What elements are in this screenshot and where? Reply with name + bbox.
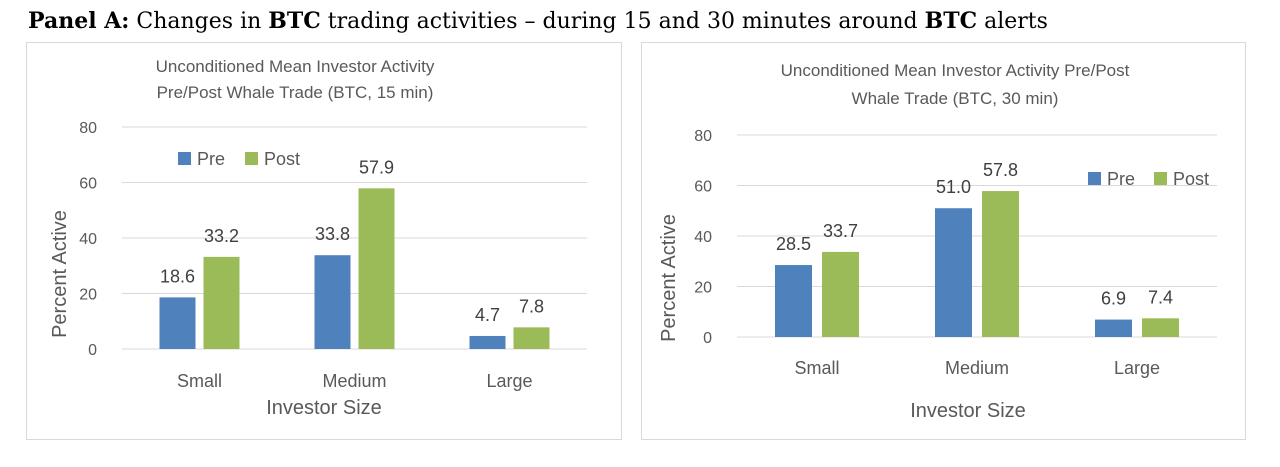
chart-title-line-1: Unconditioned Mean Investor Activity [156, 57, 435, 76]
chart-30min-svg: Unconditioned Mean Investor Activity Pre… [658, 61, 1217, 422]
panel-bold-1: BTC [268, 8, 321, 34]
legend-label-post: Post [1173, 169, 1209, 189]
bar-pre-medium [935, 208, 972, 337]
legend-swatch-pre [1088, 172, 1101, 185]
bar-post-large [513, 327, 550, 349]
y-tick-label: 80 [79, 120, 97, 137]
y-tick-label: 60 [79, 176, 97, 193]
x-category-label: Small [177, 371, 222, 391]
chart-title-line-2: Whale Trade (BTC, 30 min) [852, 89, 1059, 108]
chart-15min-svg: Unconditioned Mean Investor Activity Pre… [49, 57, 587, 419]
legend-label-pre: Pre [1107, 169, 1135, 189]
x-axis-label: Investor Size [910, 400, 1026, 422]
data-label: 57.9 [359, 157, 394, 177]
bar-pre-large [1095, 319, 1132, 337]
data-label: 33.2 [204, 226, 239, 246]
legend-swatch-post [245, 152, 258, 165]
gridlines [737, 134, 1217, 338]
chart-15min: Unconditioned Mean Investor Activity Pre… [26, 42, 622, 440]
x-category-label: Medium [945, 358, 1009, 378]
x-category-label: Small [794, 358, 839, 378]
legend-label-pre: Pre [197, 149, 225, 169]
data-label: 28.5 [776, 234, 811, 254]
panel-text-2: trading activities – during 15 and 30 mi… [320, 9, 925, 34]
data-label: 18.6 [160, 266, 195, 286]
panel-text-1: Changes in [129, 9, 269, 34]
y-tick-label: 20 [694, 280, 712, 297]
x-axis-label: Investor Size [266, 397, 382, 419]
data-label: 33.7 [823, 221, 858, 241]
panel-label: Panel A: [28, 8, 130, 34]
data-label: 57.8 [983, 160, 1018, 180]
legend-swatch-pre [178, 152, 191, 165]
y-tick-label: 40 [694, 229, 712, 246]
y-axis-label: Percent Active [49, 210, 71, 338]
bar-pre-large [469, 335, 506, 349]
data-label: 7.8 [519, 296, 544, 316]
y-tick-label: 40 [79, 231, 97, 248]
y-tick-label: 0 [703, 330, 712, 347]
chart-title-line-2: Pre/Post Whale Trade (BTC, 15 min) [157, 83, 434, 102]
x-category-label: Medium [322, 371, 386, 391]
chart-title-line-1: Unconditioned Mean Investor Activity Pre… [781, 61, 1130, 80]
y-tick-label: 60 [694, 179, 712, 196]
chart-30min: Unconditioned Mean Investor Activity Pre… [641, 42, 1246, 440]
data-label: 7.4 [1148, 287, 1173, 307]
y-tick-label: 20 [79, 287, 97, 304]
bar-pre-small [159, 297, 196, 349]
panel-bold-2: BTC [924, 8, 978, 34]
y-tick-label: 80 [694, 128, 712, 145]
gridlines [122, 126, 587, 350]
data-label: 33.8 [315, 224, 350, 244]
bar-pre-medium [314, 255, 351, 349]
bar-pre-small [775, 265, 812, 337]
x-category-label: Large [1114, 358, 1160, 378]
x-category-label: Large [486, 371, 532, 391]
bar-post-medium [982, 191, 1019, 337]
data-label: 51.0 [936, 177, 971, 197]
bar-post-small [203, 256, 240, 349]
legend-swatch-post [1154, 172, 1167, 185]
bar-post-small [822, 251, 859, 337]
bar-post-large [1142, 318, 1179, 337]
bar-post-medium [358, 188, 395, 349]
data-label: 6.9 [1101, 289, 1126, 309]
y-tick-label: 0 [88, 342, 97, 359]
data-label: 4.7 [475, 305, 500, 325]
panel-title: Panel A: Changes in BTC trading activiti… [28, 8, 1048, 34]
legend-label-post: Post [264, 149, 300, 169]
y-axis-label: Percent Active [658, 214, 680, 342]
panel-text-3: alerts [977, 9, 1048, 34]
